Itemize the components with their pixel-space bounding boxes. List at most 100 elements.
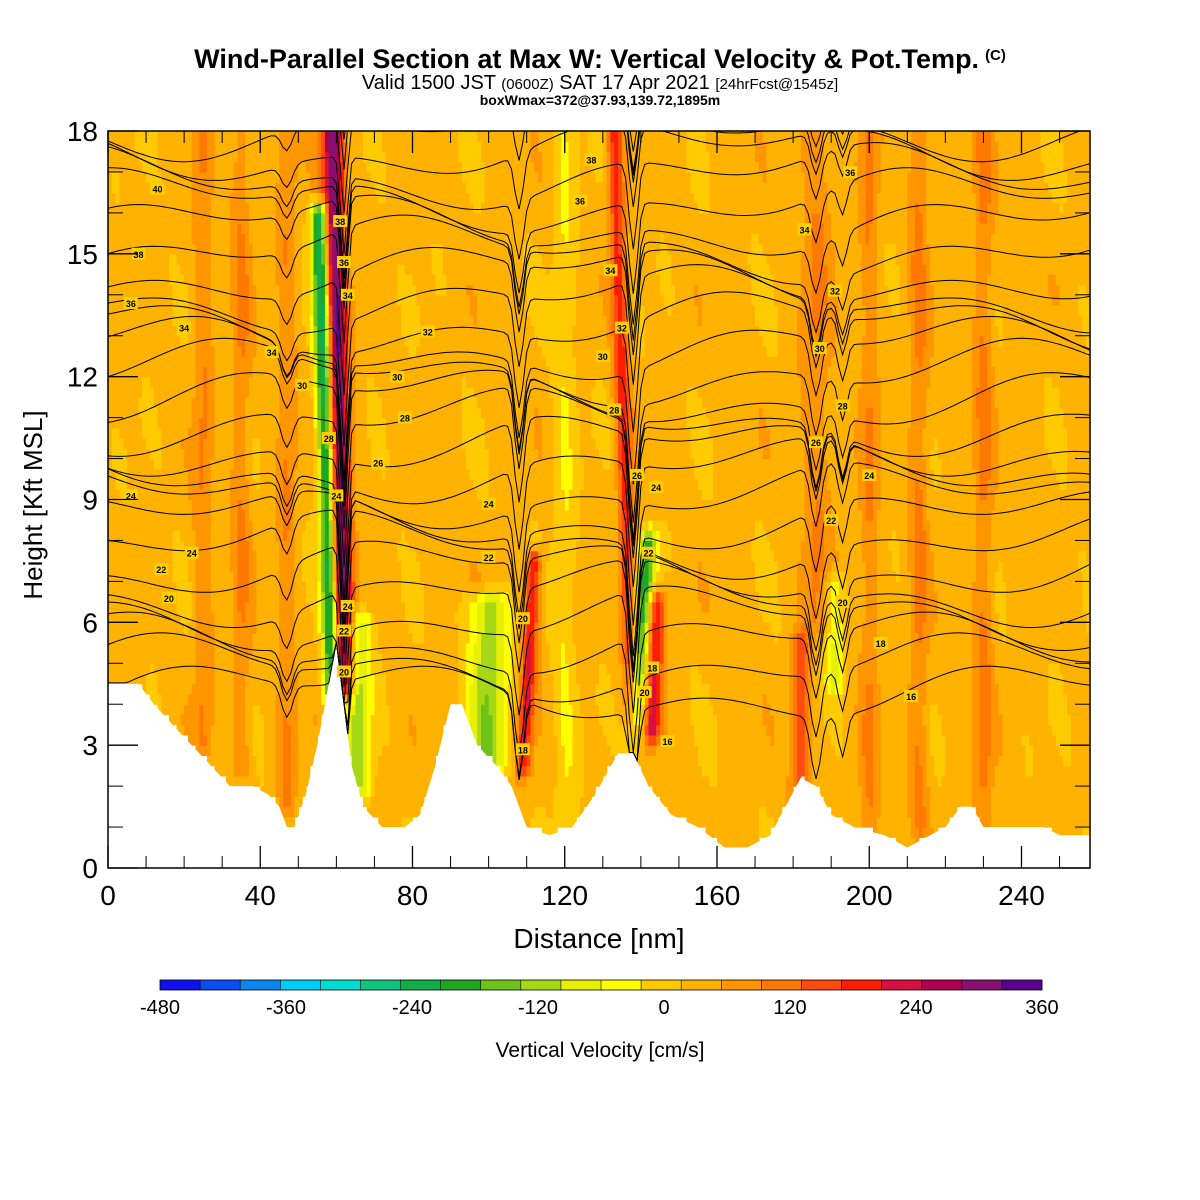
- velocity-cell: [343, 386, 349, 398]
- velocity-cell: [256, 550, 261, 562]
- velocity-cell: [241, 417, 246, 429]
- velocity-cell: [241, 755, 246, 767]
- velocity-cell: [355, 550, 360, 562]
- velocity-cell: [412, 192, 417, 204]
- velocity-cell: [321, 530, 326, 542]
- velocity-cell: [366, 305, 372, 316]
- velocity-cell: [161, 663, 166, 675]
- velocity-cell: [161, 161, 166, 173]
- velocity-cell: [161, 468, 166, 480]
- velocity-cell: [260, 376, 265, 388]
- velocity-cell: [389, 683, 395, 695]
- velocity-cell: [206, 376, 212, 388]
- velocity-cell: [146, 223, 151, 234]
- velocity-cell: [256, 161, 261, 173]
- velocity-cell: [309, 397, 315, 408]
- velocity-cell: [225, 704, 231, 716]
- velocity-cell: [184, 622, 189, 634]
- velocity-cell: [206, 571, 212, 582]
- velocity-cell: [283, 448, 288, 460]
- velocity-cell: [210, 571, 216, 582]
- velocity-cell: [195, 171, 200, 183]
- velocity-cell: [138, 499, 143, 511]
- velocity-cell: [222, 530, 227, 542]
- velocity-cell: [283, 376, 288, 388]
- velocity-cell: [382, 182, 387, 194]
- velocity-cell: [412, 386, 417, 398]
- velocity-cell: [324, 366, 330, 378]
- velocity-cell: [283, 131, 288, 142]
- velocity-cell: [286, 601, 292, 613]
- velocity-cell: [248, 663, 254, 675]
- velocity-cell: [275, 448, 280, 460]
- velocity-cell: [275, 581, 280, 593]
- velocity-cell: [382, 591, 387, 603]
- velocity-cell: [218, 622, 223, 634]
- velocity-cell: [294, 673, 299, 685]
- velocity-cell: [408, 693, 414, 705]
- velocity-cell: [290, 765, 296, 777]
- velocity-cell: [130, 397, 136, 408]
- velocity-cell: [393, 305, 398, 316]
- velocity-cell: [317, 581, 322, 593]
- velocity-cell: [382, 683, 387, 695]
- velocity-cell: [241, 714, 246, 726]
- velocity-cell: [206, 499, 212, 511]
- velocity-cell: [191, 591, 197, 603]
- velocity-cell: [233, 642, 239, 654]
- velocity-cell: [123, 591, 128, 603]
- velocity-cell: [184, 233, 189, 245]
- velocity-cell: [374, 253, 379, 265]
- velocity-cell: [172, 131, 178, 142]
- velocity-cell: [264, 458, 269, 470]
- velocity-cell: [264, 560, 269, 572]
- velocity-cell: [161, 202, 166, 214]
- velocity-cell: [214, 305, 219, 316]
- velocity-cell: [359, 397, 364, 408]
- velocity-cell: [279, 315, 284, 327]
- velocity-cell: [210, 192, 216, 204]
- velocity-cell: [206, 325, 212, 337]
- velocity-cell: [180, 202, 185, 214]
- velocity-cell: [393, 509, 398, 521]
- velocity-cell: [229, 765, 235, 777]
- velocity-cell: [214, 161, 219, 173]
- velocity-cell: [229, 468, 235, 480]
- velocity-cell: [271, 253, 277, 265]
- velocity-cell: [176, 479, 181, 490]
- velocity-cell: [134, 581, 140, 593]
- velocity-cell: [111, 601, 117, 613]
- velocity-cell: [317, 591, 322, 603]
- velocity-cell: [134, 550, 140, 562]
- velocity-cell: [370, 755, 376, 767]
- velocity-cell: [176, 601, 181, 613]
- velocity-cell: [214, 673, 219, 685]
- velocity-cell: [275, 571, 280, 582]
- velocity-cell: [153, 509, 159, 521]
- velocity-cell: [328, 151, 334, 163]
- velocity-cell: [328, 182, 334, 194]
- velocity-cell: [260, 315, 265, 327]
- velocity-cell: [286, 305, 292, 316]
- velocity-cell: [317, 305, 322, 316]
- velocity-cell: [199, 714, 204, 726]
- velocity-cell: [252, 335, 258, 347]
- velocity-cell: [142, 683, 147, 695]
- velocity-cell: [366, 427, 372, 439]
- velocity-cell: [172, 397, 178, 408]
- velocity-cell: [210, 233, 216, 245]
- velocity-cell: [321, 417, 326, 429]
- velocity-cell: [233, 294, 239, 306]
- velocity-cell: [340, 397, 345, 408]
- velocity-cell: [366, 212, 372, 224]
- velocity-cell: [366, 530, 372, 542]
- velocity-cell: [225, 653, 231, 664]
- velocity-cell: [290, 448, 296, 460]
- velocity-cell: [187, 519, 193, 531]
- velocity-cell: [351, 427, 357, 439]
- velocity-cell: [321, 519, 326, 531]
- velocity-cell: [321, 305, 326, 316]
- velocity-cell: [370, 765, 376, 777]
- velocity-cell: [408, 724, 414, 736]
- velocity-cell: [366, 294, 372, 306]
